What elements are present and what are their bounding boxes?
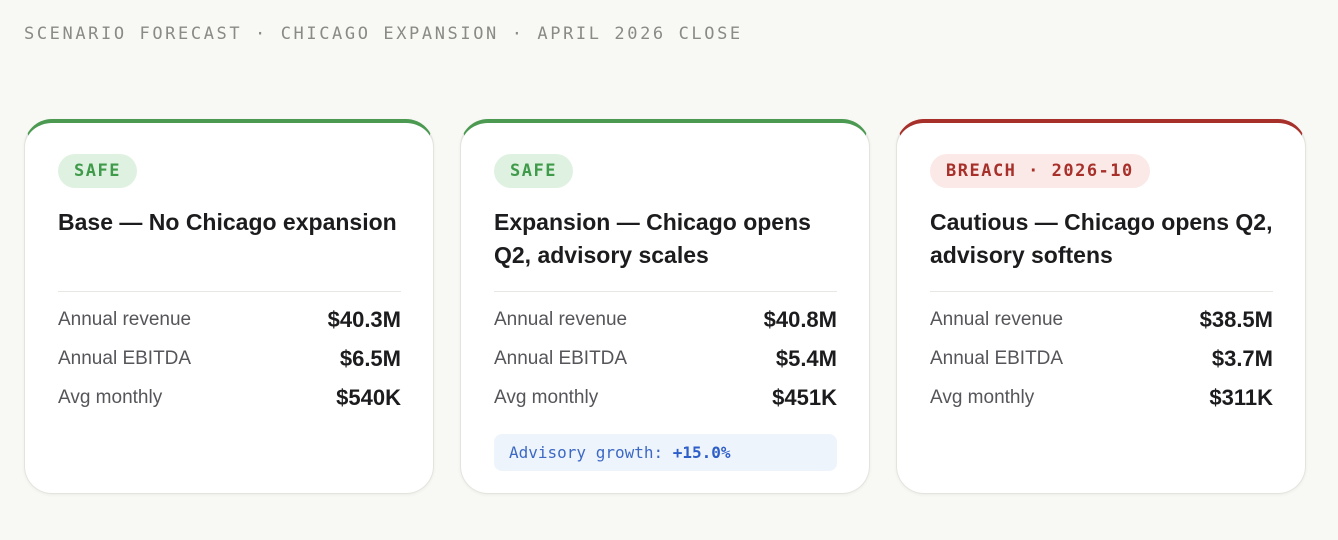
status-badge: BREACH · 2026-10 [930,154,1150,188]
scenario-title: Expansion — Chicago opens Q2, advisory s… [494,209,811,268]
metric-label: Avg monthly [930,386,1035,408]
scenario-cards: SAFE Base — No Chicago expansion Annual … [24,119,1306,494]
metrics-list: Annual revenue $40.8M Annual EBITDA $5.4… [494,300,837,417]
metric-row-avg-monthly: Avg monthly $311K [930,378,1273,417]
metric-value: $5.4M [775,345,837,371]
metric-label: Avg monthly [494,386,599,408]
metric-row-avg-monthly: Avg monthly $540K [58,378,401,417]
metric-value: $40.8M [763,306,837,332]
metrics-list: Annual revenue $40.3M Annual EBITDA $6.5… [58,300,401,417]
metric-label: Annual revenue [58,308,192,330]
metric-label: Annual revenue [494,308,628,330]
scenario-title: Base — No Chicago expansion [58,209,397,235]
metric-label: Annual EBITDA [494,347,628,369]
note-label: Advisory growth: [509,443,664,462]
metric-value: $3.7M [1211,345,1273,371]
divider [494,291,837,292]
metric-row-annual-revenue: Annual revenue $40.8M [494,300,837,339]
metrics-list: Annual revenue $38.5M Annual EBITDA $3.7… [930,300,1273,417]
metric-value: $38.5M [1199,306,1273,332]
status-badge: SAFE [58,154,137,188]
scenario-card-base: SAFE Base — No Chicago expansion Annual … [24,119,434,494]
divider [930,291,1273,292]
metric-label: Annual EBITDA [58,347,192,369]
scenario-card-expansion: SAFE Expansion — Chicago opens Q2, advis… [460,119,870,494]
scenario-card-cautious: BREACH · 2026-10 Cautious — Chicago open… [896,119,1306,494]
metric-value: $540K [336,384,401,410]
metric-label: Annual EBITDA [930,347,1064,369]
metric-row-annual-ebitda: Annual EBITDA $6.5M [58,339,401,378]
divider [58,291,401,292]
metric-row-annual-revenue: Annual revenue $38.5M [930,300,1273,339]
metric-label: Annual revenue [930,308,1064,330]
status-badge: SAFE [494,154,573,188]
metric-value: $40.3M [327,306,401,332]
metric-row-avg-monthly: Avg monthly $451K [494,378,837,417]
metric-label: Avg monthly [58,386,163,408]
metric-value: $311K [1209,384,1273,410]
metric-row-annual-ebitda: Annual EBITDA $3.7M [930,339,1273,378]
metric-value: $451K [772,384,837,410]
metric-value: $6.5M [339,345,401,371]
metric-row-annual-ebitda: Annual EBITDA $5.4M [494,339,837,378]
page-title: SCENARIO FORECAST · CHICAGO EXPANSION · … [24,24,743,44]
advisory-growth-note: Advisory growth: +15.0% [494,434,837,471]
scenario-title: Cautious — Chicago opens Q2, advisory so… [930,209,1273,268]
metric-row-annual-revenue: Annual revenue $40.3M [58,300,401,339]
note-value: +15.0% [672,443,731,462]
